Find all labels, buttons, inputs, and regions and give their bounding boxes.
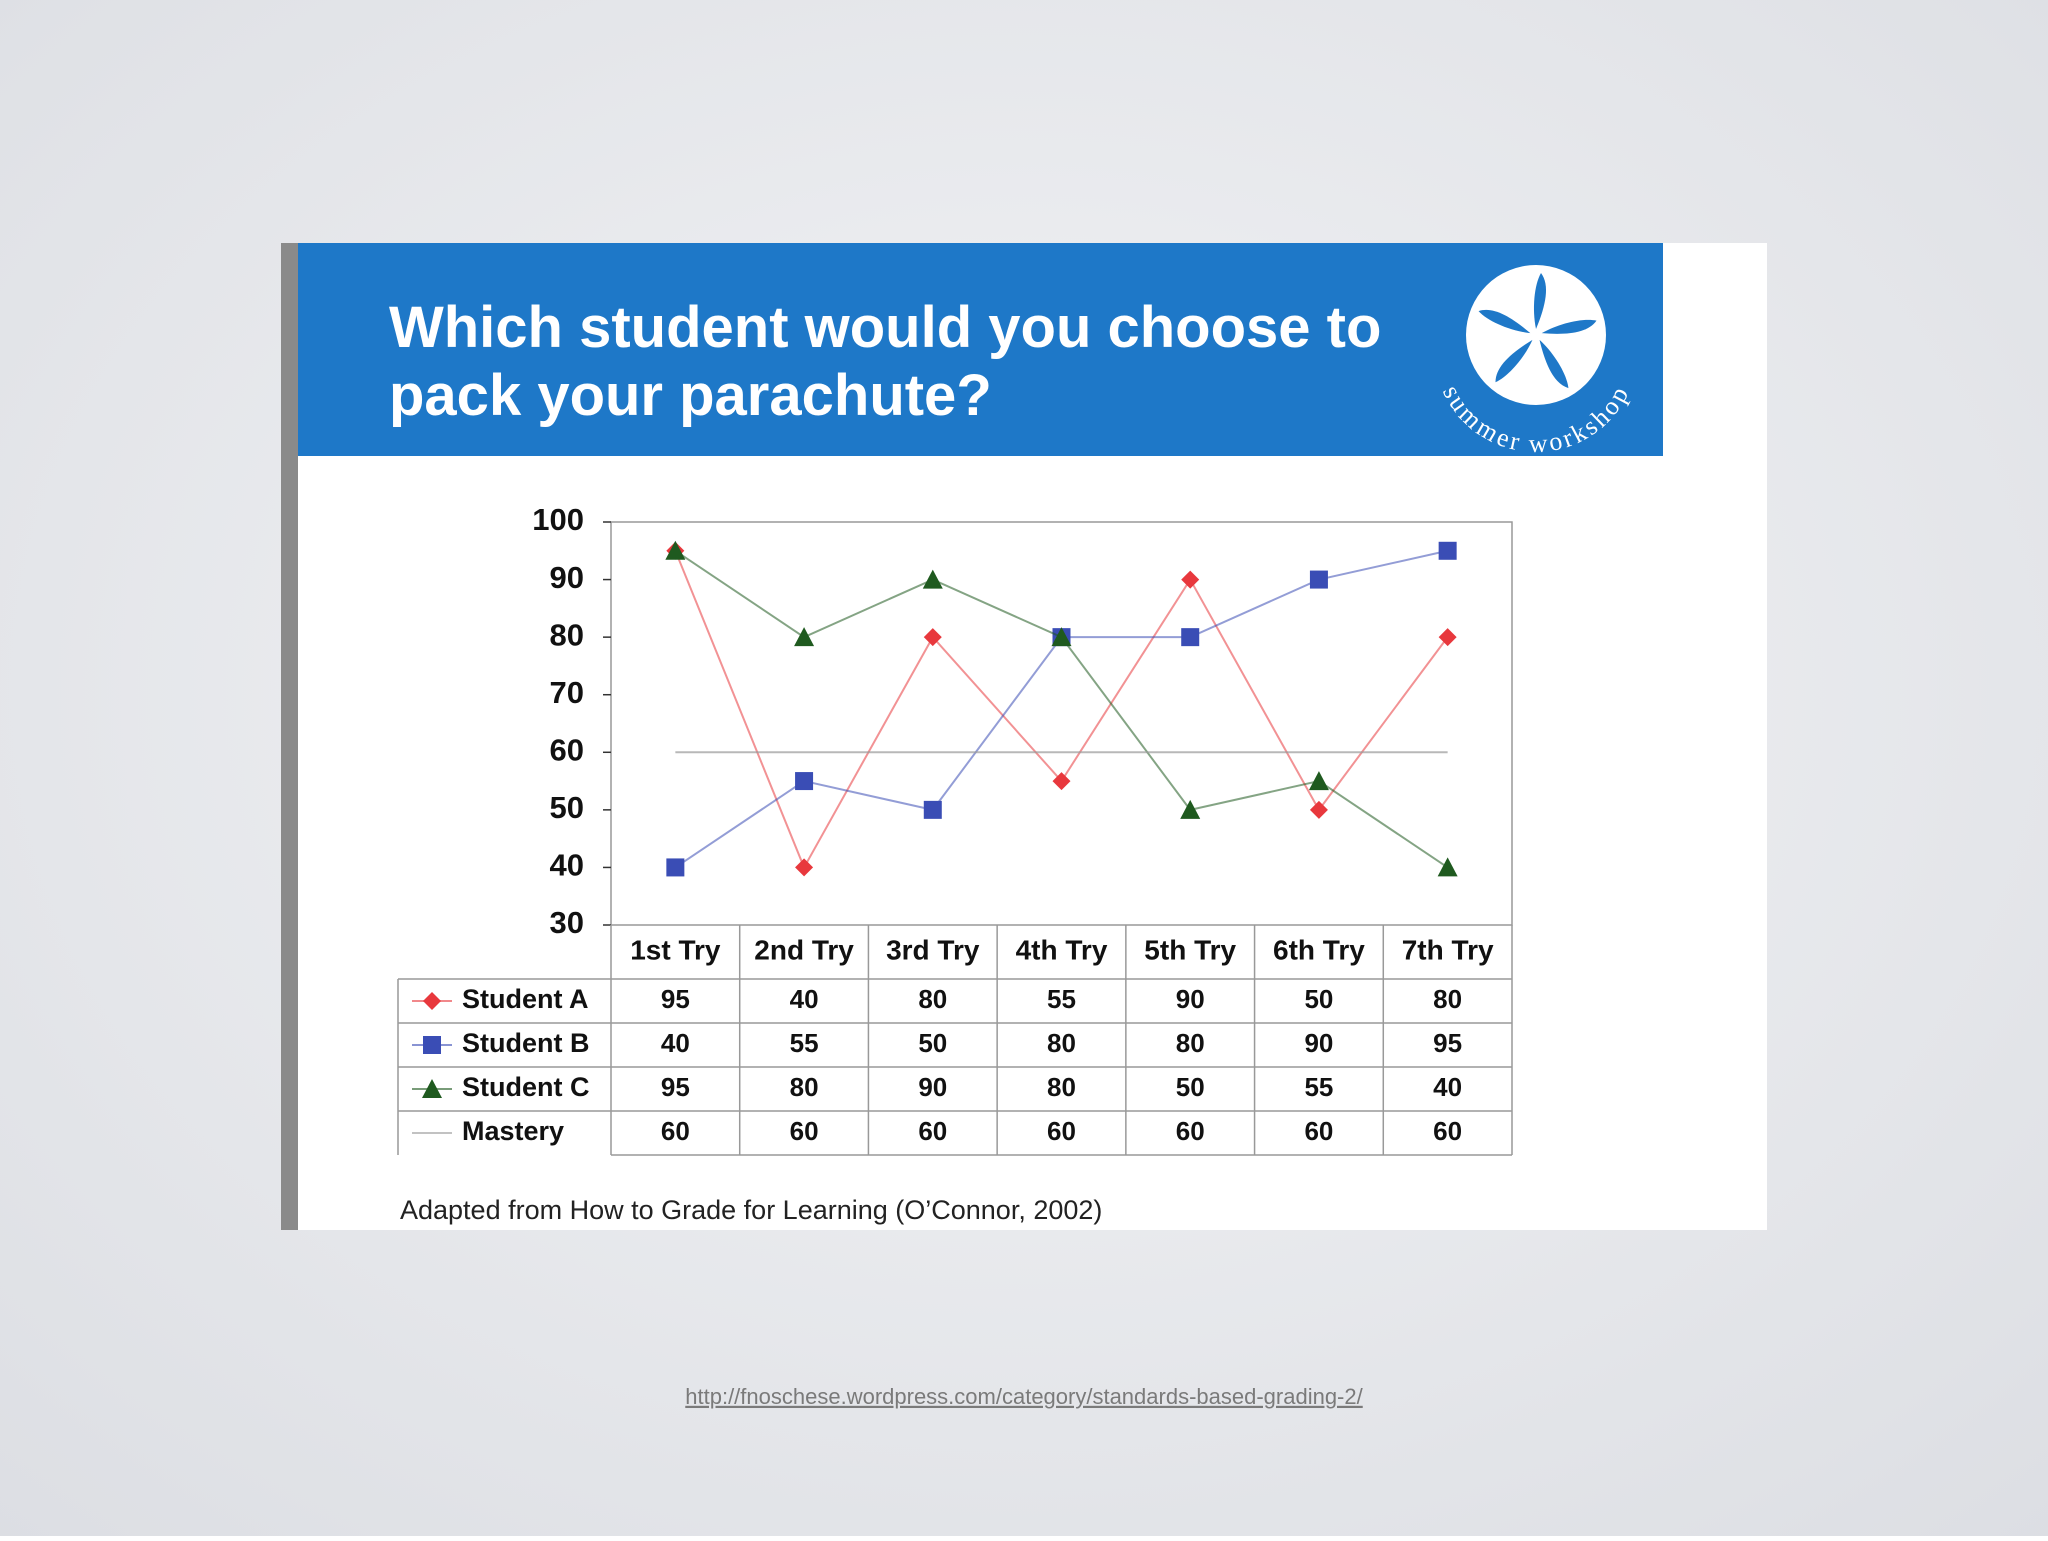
legend-label: Student C	[462, 1072, 590, 1102]
marker	[923, 628, 942, 647]
table-value: 80	[1047, 1028, 1076, 1058]
y-tick-label: 80	[550, 617, 584, 652]
marker	[1437, 857, 1458, 877]
banner	[298, 243, 1663, 456]
table-value: 40	[1433, 1072, 1462, 1102]
table-value: 60	[790, 1116, 819, 1146]
table-value: 60	[1176, 1116, 1205, 1146]
frame-edge	[281, 243, 298, 1230]
marker	[1308, 771, 1329, 791]
x-tick-label: 2nd Try	[754, 934, 854, 965]
table-value: 55	[1304, 1072, 1333, 1102]
marker	[665, 540, 686, 560]
marker	[923, 800, 942, 819]
table-value: 80	[1433, 984, 1462, 1014]
table-value: 60	[661, 1116, 690, 1146]
table-value: 90	[918, 1072, 947, 1102]
y-tick-label: 90	[550, 560, 584, 595]
x-tick-label: 3rd Try	[886, 934, 980, 965]
y-tick-label: 70	[550, 675, 584, 710]
x-tick-label: 7th Try	[1402, 934, 1494, 965]
marker	[1181, 628, 1200, 647]
y-tick-label: 60	[550, 732, 584, 767]
marker	[1309, 570, 1328, 589]
marker	[1438, 628, 1457, 647]
chart-title: Which student would you choose to pack yo…	[389, 295, 1381, 428]
x-tick-label: 6th Try	[1273, 934, 1365, 965]
legend-label: Student A	[462, 984, 588, 1014]
marker	[794, 627, 815, 647]
legend-marker	[423, 992, 441, 1010]
source-note: Adapted from How to Grade for Learning (…	[400, 1195, 1102, 1225]
table-value: 60	[1304, 1116, 1333, 1146]
marker	[795, 858, 814, 877]
table-value: 80	[918, 984, 947, 1014]
table-value: 95	[1433, 1028, 1462, 1058]
legend-label: Mastery	[462, 1116, 564, 1146]
table-value: 90	[1176, 984, 1205, 1014]
table-value: 80	[790, 1072, 819, 1102]
table-value: 50	[1176, 1072, 1205, 1102]
table-value: 60	[1047, 1116, 1076, 1146]
chart: 30 40 50 60 70 80 90 100 1st Try 2nd Try 3rd Try 4t…	[397, 502, 1513, 1156]
legend-label: Student B	[462, 1028, 590, 1058]
marker	[795, 772, 814, 791]
marker	[1052, 772, 1071, 791]
marker	[1438, 541, 1457, 560]
table-value: 60	[1433, 1116, 1462, 1146]
y-tick-label: 40	[550, 848, 584, 883]
table-value: 55	[790, 1028, 819, 1058]
table-value: 80	[1176, 1028, 1205, 1058]
y-tick-label: 30	[550, 905, 584, 940]
table-value: 80	[1047, 1072, 1076, 1102]
table-value: 50	[918, 1028, 947, 1058]
table-value: 90	[1304, 1028, 1333, 1058]
marker	[1181, 570, 1200, 589]
marker	[1051, 627, 1072, 647]
table-value: 60	[918, 1116, 947, 1146]
source-link[interactable]: http://fnoschese.wordpress.com/category/…	[685, 1384, 1363, 1409]
table-value: 95	[661, 984, 690, 1014]
marker	[1180, 799, 1201, 819]
x-tick-label: 1st Try	[630, 934, 721, 965]
table-value: 40	[661, 1028, 690, 1058]
legend-marker	[423, 1036, 441, 1054]
marker	[1309, 800, 1328, 819]
table-value: 40	[790, 984, 819, 1014]
y-tick-label: 100	[532, 502, 584, 537]
x-tick-label: 4th Try	[1016, 934, 1108, 965]
table-value: 55	[1047, 984, 1076, 1014]
x-tick-label: 5th Try	[1144, 934, 1236, 965]
table-value: 95	[661, 1072, 690, 1102]
plot-frame	[610, 521, 1513, 926]
legend-marker	[422, 1079, 442, 1098]
y-tick-label: 50	[550, 790, 584, 825]
marker	[666, 858, 685, 877]
table-value: 50	[1304, 984, 1333, 1014]
marker	[922, 569, 943, 589]
